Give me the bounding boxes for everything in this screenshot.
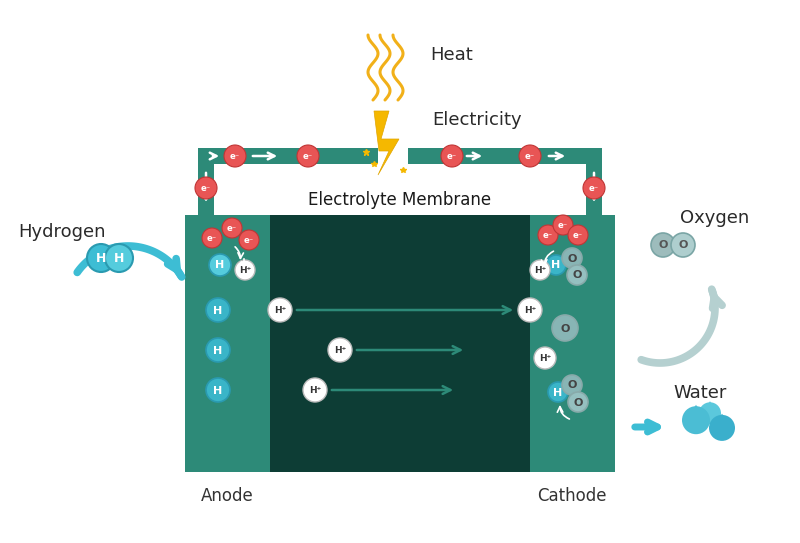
Circle shape: [105, 244, 133, 272]
Text: e⁻: e⁻: [558, 221, 568, 230]
FancyBboxPatch shape: [408, 148, 602, 164]
Circle shape: [530, 260, 550, 280]
Circle shape: [682, 406, 710, 434]
Polygon shape: [713, 414, 731, 428]
Text: H⁺: H⁺: [524, 306, 536, 315]
Text: H: H: [551, 261, 561, 270]
Circle shape: [562, 375, 582, 395]
Circle shape: [534, 347, 556, 369]
Circle shape: [583, 177, 605, 199]
Text: e⁻: e⁻: [230, 152, 240, 161]
FancyBboxPatch shape: [198, 148, 214, 215]
Circle shape: [239, 230, 259, 250]
Circle shape: [568, 392, 588, 412]
Text: e⁻: e⁻: [303, 152, 313, 161]
Text: H: H: [214, 386, 222, 395]
Text: e⁻: e⁻: [589, 184, 599, 193]
Text: H: H: [215, 261, 225, 270]
Text: e⁻: e⁻: [244, 236, 254, 245]
FancyBboxPatch shape: [185, 215, 270, 472]
Text: e⁻: e⁻: [543, 231, 553, 240]
Circle shape: [548, 382, 568, 402]
Text: O: O: [567, 254, 577, 263]
Circle shape: [546, 255, 566, 275]
Text: e⁻: e⁻: [201, 184, 211, 193]
Text: O: O: [658, 241, 668, 250]
Text: Electricity: Electricity: [432, 111, 522, 129]
Text: O: O: [678, 241, 688, 250]
Circle shape: [552, 315, 578, 341]
Text: H: H: [214, 306, 222, 315]
Circle shape: [303, 378, 327, 402]
Circle shape: [206, 298, 230, 322]
Text: H⁺: H⁺: [334, 346, 346, 355]
Polygon shape: [374, 111, 399, 175]
Circle shape: [518, 298, 542, 322]
Text: O: O: [572, 270, 582, 281]
Circle shape: [709, 415, 735, 441]
Text: e⁻: e⁻: [207, 234, 217, 243]
Text: Oxygen: Oxygen: [680, 209, 750, 227]
Circle shape: [87, 244, 115, 272]
Text: e⁻: e⁻: [447, 152, 457, 161]
Text: H⁺: H⁺: [534, 266, 546, 275]
FancyBboxPatch shape: [586, 148, 602, 215]
Circle shape: [519, 145, 541, 167]
Polygon shape: [686, 405, 706, 420]
Circle shape: [553, 215, 573, 235]
FancyBboxPatch shape: [530, 215, 615, 472]
Text: H: H: [96, 252, 106, 265]
Circle shape: [562, 248, 582, 268]
Text: Heat: Heat: [430, 46, 473, 64]
Text: H⁺: H⁺: [274, 306, 286, 315]
Circle shape: [195, 177, 217, 199]
Text: Electrolyte Membrane: Electrolyte Membrane: [309, 191, 491, 209]
Circle shape: [209, 254, 231, 276]
Circle shape: [202, 228, 222, 248]
Circle shape: [538, 225, 558, 245]
Circle shape: [671, 233, 695, 257]
Text: Cathode: Cathode: [538, 487, 606, 505]
Text: O: O: [567, 381, 577, 390]
Circle shape: [441, 145, 463, 167]
Circle shape: [699, 402, 721, 424]
Circle shape: [235, 260, 255, 280]
Text: H⁺: H⁺: [539, 354, 551, 363]
Text: H⁺: H⁺: [309, 386, 321, 395]
Circle shape: [568, 225, 588, 245]
Circle shape: [651, 233, 675, 257]
Circle shape: [328, 338, 352, 362]
Text: Water: Water: [674, 384, 726, 402]
Circle shape: [222, 218, 242, 238]
Circle shape: [567, 265, 587, 285]
Text: O: O: [560, 324, 570, 333]
Circle shape: [206, 338, 230, 362]
Text: e⁻: e⁻: [227, 224, 237, 233]
Text: H: H: [214, 345, 222, 356]
Circle shape: [224, 145, 246, 167]
Text: H⁺: H⁺: [239, 266, 251, 275]
Text: H: H: [554, 388, 562, 397]
Text: O: O: [574, 397, 582, 407]
FancyBboxPatch shape: [198, 148, 378, 164]
Text: Hydrogen: Hydrogen: [18, 223, 106, 241]
Text: Anode: Anode: [201, 487, 254, 505]
FancyBboxPatch shape: [270, 215, 530, 472]
Circle shape: [206, 378, 230, 402]
Text: e⁻: e⁻: [525, 152, 535, 161]
Text: H: H: [114, 252, 124, 265]
Polygon shape: [702, 401, 718, 413]
Circle shape: [268, 298, 292, 322]
Text: e⁻: e⁻: [573, 231, 583, 240]
Circle shape: [297, 145, 319, 167]
